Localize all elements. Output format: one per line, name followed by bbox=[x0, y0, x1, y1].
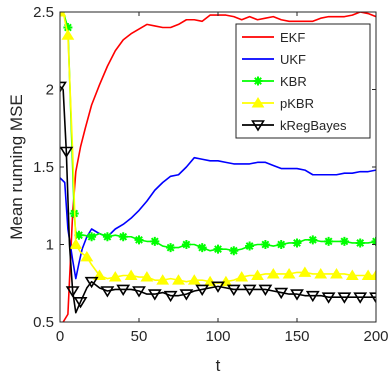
data-point-kbr bbox=[74, 230, 84, 240]
data-point-pkbr bbox=[172, 274, 185, 285]
data-point-pkbr bbox=[298, 266, 312, 277]
legend: EKF UKF KBR pKBR kRegBayes bbox=[235, 23, 371, 139]
data-point-kregbayes bbox=[242, 284, 257, 296]
x-tick-label: 0 bbox=[56, 328, 64, 345]
data-point-pkbr bbox=[80, 250, 94, 262]
series-kregbayes bbox=[60, 81, 376, 314]
axes-layer: 0 50 100 150 200 0.5 1 1.5 2 2.5 bbox=[33, 4, 388, 345]
data-point-kregbayes bbox=[274, 287, 289, 300]
data-point-pkbr bbox=[330, 267, 343, 279]
data-point-kregbayes bbox=[179, 289, 194, 301]
data-point-kbr bbox=[245, 241, 255, 251]
data-point-pkbr bbox=[124, 269, 138, 280]
data-point-kbr bbox=[324, 236, 334, 246]
data-point-kbr bbox=[63, 23, 73, 32]
legend-marker bbox=[251, 120, 265, 132]
data-point-pkbr bbox=[361, 269, 375, 280]
data-point-kregbayes bbox=[73, 297, 88, 309]
data-point-kregbayes bbox=[369, 292, 376, 304]
legend-label: kRegBayes bbox=[280, 118, 347, 133]
legend-item-pkbr: pKBR bbox=[242, 96, 314, 111]
data-point-kregbayes bbox=[60, 81, 67, 93]
data-point-kregbayes bbox=[163, 290, 178, 303]
data-point-kregbayes bbox=[132, 286, 146, 298]
data-point-kregbayes bbox=[100, 286, 115, 298]
data-point-pkbr bbox=[60, 12, 67, 17]
data-point-kbr bbox=[260, 240, 270, 249]
data-point-kregbayes bbox=[337, 292, 352, 304]
data-point-kregbayes bbox=[60, 146, 74, 159]
y-tick-label: 2 bbox=[46, 82, 54, 99]
data-point-kregbayes bbox=[84, 276, 99, 289]
data-point-pkbr bbox=[251, 269, 264, 280]
data-point-pkbr bbox=[369, 269, 376, 280]
series-line-kregbayes bbox=[60, 85, 376, 314]
data-point-pkbr bbox=[314, 267, 328, 279]
data-point-pkbr bbox=[235, 271, 249, 282]
legend-label: KBR bbox=[280, 74, 307, 89]
data-point-kbr bbox=[292, 238, 302, 248]
data-point-kbr bbox=[102, 232, 112, 242]
data-point-kbr bbox=[308, 235, 318, 245]
data-point-pkbr bbox=[187, 274, 201, 285]
data-point-kregbayes bbox=[321, 292, 336, 304]
data-point-pkbr bbox=[266, 267, 280, 279]
data-point-kbr bbox=[355, 238, 365, 248]
series-ekf bbox=[62, 12, 376, 322]
y-tick-label: 1 bbox=[46, 237, 54, 254]
data-point-pkbr bbox=[108, 271, 122, 282]
legend-item-ekf: EKF bbox=[242, 30, 305, 45]
x-tick-label: 100 bbox=[205, 328, 230, 345]
data-point-pkbr bbox=[69, 238, 83, 249]
data-point-kbr bbox=[134, 235, 144, 245]
series-pkbr bbox=[60, 12, 376, 287]
data-point-kregbayes bbox=[65, 286, 80, 298]
x-axis-label: t bbox=[216, 356, 221, 375]
legend-marker bbox=[251, 97, 265, 108]
data-point-kregbayes bbox=[305, 290, 320, 303]
legend-label: UKF bbox=[280, 52, 306, 67]
x-tick-label: 150 bbox=[284, 328, 309, 345]
data-point-kbr bbox=[276, 240, 286, 249]
y-tick-label: 2.5 bbox=[33, 4, 54, 21]
series-layer bbox=[60, 12, 376, 322]
data-point-kbr bbox=[339, 236, 349, 246]
data-point-pkbr bbox=[282, 267, 296, 279]
legend-label: pKBR bbox=[280, 96, 314, 111]
data-point-kbr bbox=[150, 236, 160, 246]
data-point-kbr bbox=[87, 232, 97, 242]
x-tick-label: 50 bbox=[131, 328, 148, 345]
series-kbr bbox=[60, 12, 376, 256]
data-point-pkbr bbox=[61, 29, 75, 40]
data-point-kregbayes bbox=[195, 284, 210, 296]
legend-label: EKF bbox=[280, 30, 305, 45]
data-point-kregbayes bbox=[258, 284, 273, 296]
data-point-kregbayes bbox=[211, 281, 225, 293]
data-point-kbr bbox=[118, 232, 128, 242]
series-line-ekf bbox=[62, 12, 376, 322]
data-point-kregbayes bbox=[353, 292, 368, 304]
legend-item-ukf: UKF bbox=[242, 52, 306, 67]
legend-item-kbr: KBR bbox=[242, 74, 307, 89]
legend-item-kregbayes: kRegBayes bbox=[242, 118, 347, 133]
data-point-kbr bbox=[181, 240, 191, 249]
data-point-kregbayes bbox=[116, 284, 131, 296]
data-point-kbr bbox=[166, 243, 176, 253]
data-point-kbr bbox=[229, 246, 239, 256]
data-point-pkbr bbox=[156, 274, 170, 285]
data-point-pkbr bbox=[140, 271, 154, 282]
data-point-kregbayes bbox=[290, 289, 304, 301]
x-tick-label: 200 bbox=[363, 328, 388, 345]
y-axis-label: Mean running MSE bbox=[7, 94, 26, 240]
data-point-kbr bbox=[213, 244, 223, 254]
data-point-kregbayes bbox=[147, 289, 162, 301]
data-point-kbr bbox=[197, 243, 207, 253]
legend-marker bbox=[253, 76, 263, 86]
y-tick-label: 1.5 bbox=[33, 159, 54, 176]
data-point-kregbayes bbox=[226, 284, 241, 296]
y-tick-label: 0.5 bbox=[33, 314, 54, 331]
data-point-pkbr bbox=[345, 269, 359, 280]
